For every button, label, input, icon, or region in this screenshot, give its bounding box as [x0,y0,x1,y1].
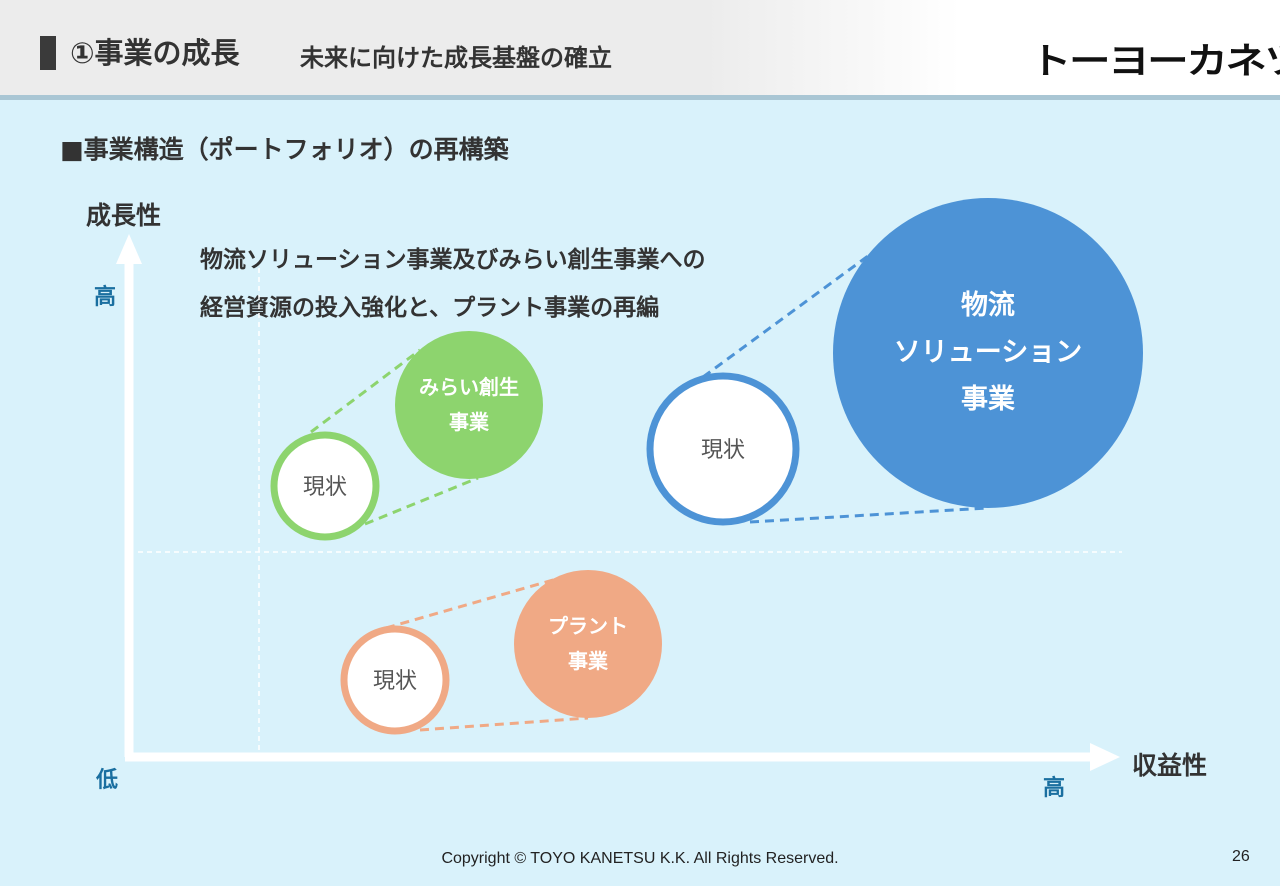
mirai-upper-connector [310,348,421,434]
mirai-lower-connector [364,476,479,526]
header-bar [0,0,1280,95]
mirai-target-label-2: 事業 [449,410,490,434]
company-logo: トーヨーカネツ [1030,41,1280,82]
message-line-2: 経営資源の投入強化と、プラント事業の再編 [200,295,660,321]
logistics-lower-connector [749,506,989,524]
mirai-target-circle [395,331,543,479]
logistics-current-label: 現状 [701,438,745,463]
origin-low-label: 低 [96,768,119,793]
x-axis-high-label: 高 [1043,776,1066,801]
y-axis-arrowhead [116,234,142,264]
x-axis-arrowhead [1090,743,1120,771]
page-number: 26 [1232,848,1250,865]
plant-target-label-2: 事業 [568,649,609,673]
plant-target-label-1: プラント [548,614,628,638]
plant-upper-connector [385,576,561,630]
page-title: ①事業の成長 [70,36,240,70]
logistics-target-circle [833,198,1143,508]
copyright-text: Copyright © TOYO KANETSU K.K. All Rights… [441,850,839,867]
page-subtitle: 未来に向けた成長基盤の確立 [300,44,612,72]
plant-target-circle [514,570,662,718]
plant-lower-connector [419,716,589,732]
message-line-1: 物流ソリューション事業及びみらい創生事業への [200,247,706,273]
logistics-upper-connector [702,254,869,379]
title-marker [40,36,56,70]
mirai-current-label: 現状 [303,475,347,500]
plant-current-circle [340,625,450,735]
mirai-current-circle [270,431,380,541]
y-axis-high-label: 高 [94,285,117,310]
logistics-target-label-1: 物流 [961,290,1015,321]
y-axis-title: 成長性 [86,201,162,230]
mirai-target-label-1: みらい創生 [419,375,519,399]
x-axis-title: 収益性 [1132,751,1208,780]
header-divider [0,95,1280,100]
section-heading: ■事業構造（ポートフォリオ）の再構築 [60,135,509,164]
plant-current-label: 現状 [373,669,417,694]
logistics-target-label-2: ソリューション [894,337,1082,368]
logistics-current-circle [646,372,800,526]
logistics-target-label-3: 事業 [961,384,1015,415]
